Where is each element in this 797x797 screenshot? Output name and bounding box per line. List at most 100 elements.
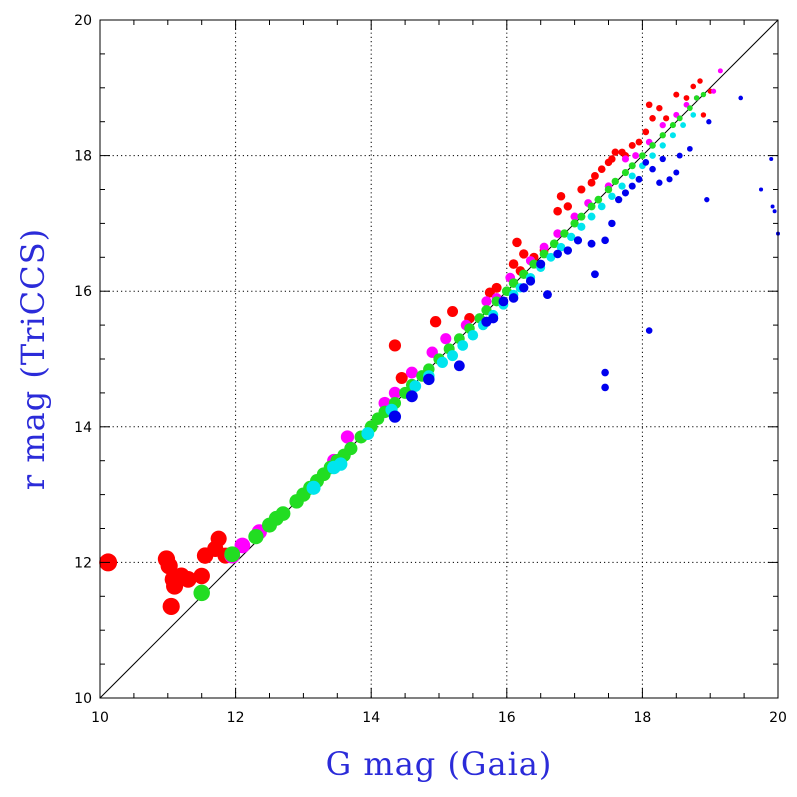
red-point-13 — [388, 339, 402, 352]
magenta-point-6 — [388, 386, 402, 400]
blue-point-8 — [519, 283, 529, 293]
red-point-27 — [556, 192, 566, 201]
green-point-0 — [193, 584, 210, 602]
blue-point-15 — [587, 239, 596, 248]
red-point-31 — [591, 172, 599, 180]
magenta-point-28 — [717, 68, 723, 74]
y-tick-label-20: 20 — [74, 13, 92, 29]
magenta-point-20 — [621, 155, 630, 163]
red-point-42 — [645, 101, 653, 109]
magenta-point-15 — [539, 242, 549, 252]
green-point-44 — [621, 168, 630, 177]
cyan-point-23 — [597, 202, 606, 211]
blue-point-23 — [628, 182, 636, 190]
red-point-20 — [508, 259, 519, 269]
cyan-point-32 — [690, 112, 697, 118]
green-point-2 — [248, 528, 264, 545]
points-layer — [99, 68, 780, 616]
y-tick-label-18: 18 — [74, 149, 92, 165]
x-tick-label-12: 12 — [227, 710, 245, 726]
blue-point-6 — [498, 296, 509, 307]
green-point-38 — [570, 219, 579, 228]
blue-point-17 — [601, 236, 609, 245]
cyan-point-29 — [659, 142, 666, 149]
cyan-point-30 — [669, 132, 676, 139]
cyan-point-26 — [628, 172, 636, 180]
blue-point-5 — [488, 313, 499, 324]
red-point-40 — [642, 128, 650, 136]
green-point-37 — [560, 229, 569, 238]
ticks-layer — [99, 19, 779, 699]
blue-point-9 — [525, 276, 536, 286]
cyan-point-3 — [361, 427, 375, 440]
red-point-8 — [193, 567, 210, 585]
green-point-14 — [344, 441, 358, 456]
blue-point-21 — [615, 196, 623, 204]
red-point-2 — [160, 557, 178, 575]
blue-point-39 — [770, 204, 775, 209]
y-tick-label-16: 16 — [74, 284, 92, 300]
red-point-16 — [447, 306, 459, 318]
green-point-36 — [549, 239, 559, 249]
cyan-point-22 — [587, 212, 596, 221]
cyan-point-10 — [467, 330, 479, 341]
x-tick-label-18: 18 — [633, 710, 651, 726]
red-point-35 — [611, 148, 619, 156]
blue-point-32 — [676, 152, 683, 159]
blue-point-14 — [573, 236, 583, 245]
blue-point-13 — [563, 246, 573, 255]
blue-point-25 — [642, 159, 650, 166]
blue-point-1 — [405, 390, 418, 403]
cyan-point-28 — [649, 152, 656, 159]
red-point-41 — [649, 115, 656, 122]
red-point-32 — [597, 165, 606, 173]
magenta-point-17 — [570, 212, 579, 221]
magenta-point-9 — [440, 333, 452, 345]
red-point-4 — [162, 597, 180, 616]
red-point-26 — [553, 206, 562, 216]
blue-point-10 — [536, 259, 546, 269]
blue-point-34 — [704, 197, 710, 203]
x-tick-label-16: 16 — [498, 710, 516, 726]
blue-point-12 — [553, 249, 562, 259]
blue-point-22 — [621, 189, 630, 197]
cyan-point-7 — [436, 356, 448, 368]
green-point-40 — [587, 202, 596, 211]
blue-point-0 — [388, 410, 402, 423]
green-point-49 — [669, 122, 676, 129]
magenta-point-7 — [405, 366, 418, 379]
green-point-45 — [628, 162, 636, 170]
blue-point-33 — [687, 145, 693, 152]
red-point-46 — [683, 95, 690, 101]
blue-point-37 — [758, 187, 764, 192]
y-tick-label-14: 14 — [74, 420, 92, 436]
blue-point-16 — [591, 270, 599, 279]
blue-point-35 — [706, 119, 712, 125]
blue-point-7 — [508, 293, 519, 303]
red-point-39 — [635, 138, 643, 146]
green-point-51 — [687, 105, 693, 111]
cyan-point-31 — [680, 122, 687, 129]
red-point-29 — [577, 185, 586, 194]
green-point-47 — [649, 142, 656, 149]
green-point-39 — [577, 212, 586, 221]
cyan-point-18 — [546, 252, 556, 262]
cyan-point-8 — [447, 350, 459, 362]
magenta-point-23 — [659, 121, 666, 129]
red-point-47 — [690, 83, 697, 90]
cyan-point-5 — [409, 380, 422, 393]
green-point-1 — [224, 546, 241, 563]
blue-point-20 — [601, 383, 609, 392]
magenta-point-1 — [234, 537, 251, 554]
x-axis-title: G mag (Gaia) — [326, 745, 553, 783]
tick-labels-layer: 10 12 14 16 18 20 10 12 14 16 18 20 — [74, 13, 787, 726]
green-point-46 — [639, 152, 646, 159]
green-point-43 — [611, 177, 619, 186]
red-point-38 — [628, 141, 636, 149]
x-tick-label-20: 20 — [769, 710, 787, 726]
red-point-30 — [587, 178, 596, 187]
red-point-23 — [519, 249, 529, 259]
blue-point-2 — [423, 373, 435, 386]
